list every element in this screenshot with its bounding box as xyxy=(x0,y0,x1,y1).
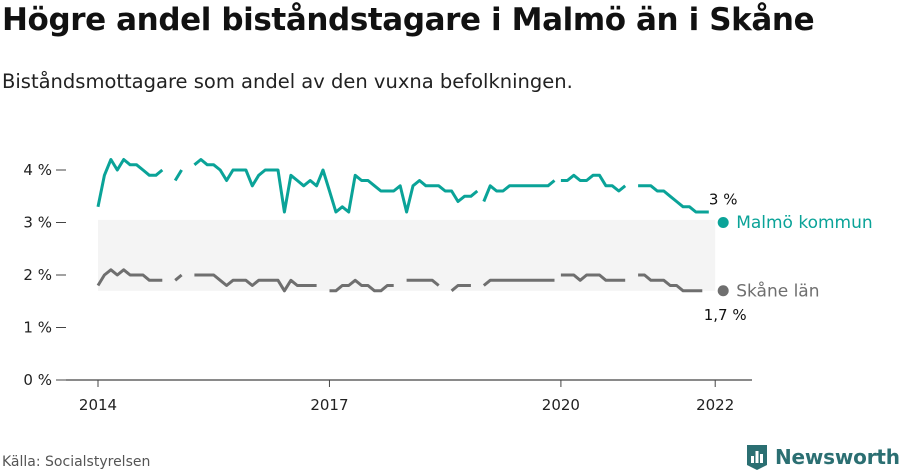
series-line-segment xyxy=(560,273,626,282)
y-tick-label: 0 % xyxy=(23,371,52,389)
brand-name: Newsworthy xyxy=(775,445,900,469)
series-skane: Skåne län 1,7 % xyxy=(96,268,820,324)
series-end-value-label: 1,7 % xyxy=(704,306,747,324)
y-tick-label: 2 % xyxy=(23,266,52,284)
newsworthy-logo-icon xyxy=(747,445,767,470)
x-tick-label: 2022 xyxy=(696,396,734,414)
brand-logo: Newsworthy xyxy=(745,443,900,471)
series-malmo: Malmö kommun 3 % xyxy=(96,158,873,233)
y-tick-label: 1 % xyxy=(23,319,52,337)
x-tick-label: 2020 xyxy=(542,396,580,414)
series-line-segment xyxy=(174,273,183,282)
y-tick-label: 4 % xyxy=(23,161,52,179)
series-name-label: Skåne län xyxy=(736,280,819,301)
series-line-segment xyxy=(638,184,709,214)
series-line-segment xyxy=(482,278,555,287)
series-end-marker xyxy=(717,285,729,297)
series-end-marker xyxy=(717,217,729,228)
y-tick-label: 3 % xyxy=(23,214,52,232)
series-line-segment xyxy=(173,169,183,182)
series-line-segment xyxy=(638,273,703,293)
series-name-label: Malmö kommun xyxy=(736,213,872,233)
series-line-segment xyxy=(193,158,479,214)
series-line-segment xyxy=(450,284,471,292)
x-tick-label: 2017 xyxy=(310,396,348,414)
series-line-segment xyxy=(482,179,556,203)
series-line-segment xyxy=(96,268,163,287)
series-line-segment xyxy=(96,158,164,208)
chart-title: Högre andel biståndstagare i Malmö än i … xyxy=(2,2,815,38)
x-axis: 2014 2017 2020 2022 xyxy=(66,379,752,414)
series-end-value-label: 3 % xyxy=(709,191,738,209)
source-note: Källa: Socialstyrelsen xyxy=(2,454,151,470)
chart-subtitle: Biståndsmottagare som andel av den vuxna… xyxy=(2,70,573,93)
series-line-segment xyxy=(329,278,394,293)
series-line-segment xyxy=(194,273,317,293)
series-line-segment xyxy=(406,278,440,287)
y-axis: 0 % 1 % 2 % 3 % 4 % xyxy=(23,161,66,389)
series-line-segment xyxy=(560,173,627,193)
line-chart: 0 % 1 % 2 % 3 % 4 % 2014 2017 2020 2022 Malmö kom… xyxy=(23,158,873,414)
x-tick-label: 2014 xyxy=(79,396,117,414)
